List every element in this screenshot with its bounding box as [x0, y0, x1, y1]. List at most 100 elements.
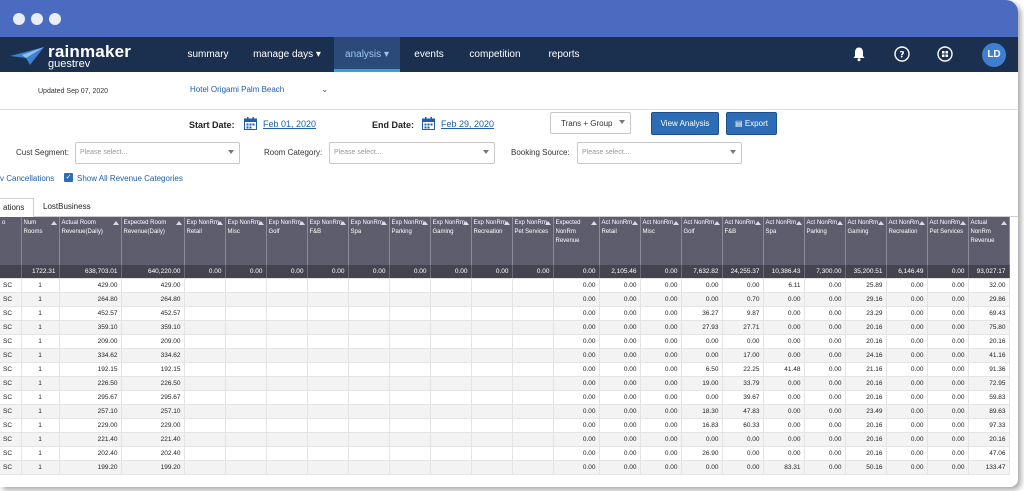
document-icon: ▤ — [735, 119, 743, 128]
sort-caret-icon[interactable] — [631, 221, 638, 225]
table-row[interactable]: SC 1 192.15 192.15 0.00 0.00 0.00 6.50 22.25 41.4… — [0, 362, 1010, 377]
nav-manage-days[interactable]: manage days ▾ — [246, 37, 328, 72]
tabs-row: ations LostBusiness — [0, 196, 1018, 218]
column-header[interactable]: Exp NonRm Misc — [225, 217, 267, 265]
column-header[interactable]: Exp NonRm Retail — [184, 217, 226, 265]
nav-summary[interactable]: summary — [178, 37, 238, 72]
sort-caret-icon[interactable] — [754, 221, 761, 225]
table-row[interactable]: SC 1 202.40 202.40 0.00 0.00 0.00 26.90 0.00 0.00… — [0, 446, 1010, 461]
sort-caret-icon[interactable] — [836, 221, 843, 225]
end-date-value[interactable]: Feb 29, 2020 — [441, 119, 495, 129]
sort-caret-icon[interactable] — [877, 221, 884, 225]
view-analysis-button[interactable]: View Analysis — [651, 112, 719, 135]
column-header[interactable]: Actual NonRm Revenue — [968, 217, 1010, 265]
column-header[interactable]: Exp NonRm Spa — [348, 217, 390, 265]
column-header[interactable]: Act NonRm Misc — [640, 217, 682, 265]
cust-segment-select[interactable]: Please select... — [75, 142, 240, 164]
chevron-down-icon[interactable]: ⌄ — [321, 84, 329, 94]
calendar-icon[interactable] — [244, 117, 257, 130]
column-header[interactable]: Expected Room Revenue(Daily) — [121, 217, 185, 265]
column-header[interactable]: Act NonRm F&B — [722, 217, 764, 265]
sort-caret-icon[interactable] — [50, 221, 57, 225]
sort-caret-icon[interactable] — [544, 221, 551, 225]
sort-caret-icon[interactable] — [672, 221, 679, 225]
table-cell: 295.67 — [59, 390, 122, 405]
tab-reservations[interactable]: ations — [0, 198, 34, 218]
sort-caret-icon[interactable] — [421, 221, 428, 225]
column-header[interactable]: Act NonRm Recreation — [886, 217, 928, 265]
sort-caret-icon[interactable] — [590, 221, 597, 225]
tab-lost-business[interactable]: LostBusiness — [43, 202, 91, 211]
column-header[interactable]: Act NonRm Golf — [681, 217, 723, 265]
room-category-select[interactable]: Please select... — [329, 142, 495, 164]
table-row[interactable]: SC 1 209.00 209.00 0.00 0.00 0.00 0.00 0.00 0.00 0… — [0, 334, 1010, 349]
cancellations-toggle[interactable]: v Cancellations — [0, 174, 55, 183]
window-dot-minimize[interactable] — [31, 13, 43, 25]
column-header[interactable]: Act NonRm Spa — [763, 217, 805, 265]
table-row[interactable]: SC 1 295.67 295.67 0.00 0.00 0.00 0.00 39.67 0.00… — [0, 390, 1010, 405]
sort-caret-icon[interactable] — [257, 221, 264, 225]
nav-competition[interactable]: competition — [458, 37, 532, 72]
sort-caret-icon[interactable] — [959, 221, 966, 225]
column-header[interactable]: Exp NonRm Gaming — [430, 217, 472, 265]
table-cell — [184, 320, 226, 335]
sort-caret-icon[interactable] — [795, 221, 802, 225]
column-header[interactable]: Act NonRm Gaming — [845, 217, 887, 265]
start-date-value[interactable]: Feb 01, 2020 — [263, 119, 317, 129]
table-row[interactable]: SC 1 199.20 199.20 0.00 0.00 0.00 0.00 0.00 83.31… — [0, 460, 1010, 475]
table-cell — [348, 418, 390, 433]
help-icon[interactable]: ? — [894, 46, 910, 62]
table-row[interactable]: SC 1 226.50 226.50 0.00 0.00 0.00 19.00 33.79 0.0… — [0, 376, 1010, 391]
sort-caret-icon[interactable] — [175, 221, 182, 225]
nav-reports[interactable]: reports — [538, 37, 590, 72]
nav-events[interactable]: events — [404, 37, 454, 72]
view-type-select[interactable]: Trans + Group — [550, 112, 631, 134]
column-header[interactable]: Exp NonRm Parking — [389, 217, 431, 265]
table-cell: 16.83 — [681, 418, 723, 433]
table-row[interactable]: SC 1 429.00 429.00 0.00 0.00 0.00 0.00 0.00 6.11 0… — [0, 278, 1010, 293]
sort-caret-icon[interactable] — [503, 221, 510, 225]
sort-caret-icon[interactable] — [339, 221, 346, 225]
column-header[interactable]: Exp NonRm Golf — [266, 217, 308, 265]
column-header[interactable]: Act NonRm Retail — [599, 217, 641, 265]
window-dot-close[interactable] — [13, 13, 25, 25]
sort-caret-icon[interactable] — [298, 221, 305, 225]
app-logo[interactable]: rainmaker guestrev — [10, 42, 131, 70]
sort-caret-icon[interactable] — [112, 221, 119, 225]
sort-caret-icon[interactable] — [918, 221, 925, 225]
table-cell: 0.00 — [553, 348, 600, 363]
table-cell — [307, 292, 349, 307]
table-row[interactable]: SC 1 334.62 334.62 0.00 0.00 0.00 0.00 17.00 0.00… — [0, 348, 1010, 363]
sort-caret-icon[interactable] — [380, 221, 387, 225]
user-avatar[interactable]: LD — [982, 43, 1006, 67]
table-row[interactable]: SC 1 452.57 452.57 0.00 0.00 0.00 36.27 9.87 0.00… — [0, 306, 1010, 321]
window-dot-maximize[interactable] — [49, 13, 61, 25]
show-all-checkbox[interactable]: ✓ — [64, 173, 73, 182]
column-header[interactable]: Exp NonRm Recreation — [471, 217, 513, 265]
calendar-icon[interactable] — [422, 117, 435, 130]
sort-caret-icon[interactable] — [216, 221, 223, 225]
nav-analysis[interactable]: analysis ▾ — [334, 37, 400, 72]
table-row[interactable]: SC 1 264.80 264.80 0.00 0.00 0.00 0.00 0.70 0.00 0… — [0, 292, 1010, 307]
column-header[interactable]: Act NonRm Pet Services — [927, 217, 969, 265]
export-button[interactable]: ▤ Export — [726, 112, 777, 135]
sort-caret-icon[interactable] — [1000, 221, 1007, 225]
column-header-label: Act NonRm Golf — [683, 220, 715, 235]
column-header[interactable]: o — [0, 217, 22, 265]
apps-grid-icon[interactable] — [937, 46, 953, 62]
booking-source-select[interactable]: Please select... — [577, 142, 742, 164]
column-header[interactable]: Exp NonRm F&B — [307, 217, 349, 265]
table-row[interactable]: SC 1 229.00 229.00 0.00 0.00 0.00 16.83 60.33 0.0… — [0, 418, 1010, 433]
table-row[interactable]: SC 1 221.40 221.40 0.00 0.00 0.00 0.00 0.00 0.00 0… — [0, 432, 1010, 447]
hotel-selector[interactable]: Hotel Origami Palm Beach — [190, 85, 285, 94]
table-row[interactable]: SC 1 257.10 257.10 0.00 0.00 0.00 18.30 47.83 0.0… — [0, 404, 1010, 419]
column-header[interactable]: Act NonRm Parking — [804, 217, 846, 265]
column-header[interactable]: Expected NonRm Revenue — [553, 217, 600, 265]
bell-icon[interactable] — [851, 46, 867, 62]
column-header[interactable]: Actual Room Revenue(Daily) — [59, 217, 122, 265]
column-header[interactable]: Num Rooms — [21, 217, 60, 265]
sort-caret-icon[interactable] — [713, 221, 720, 225]
column-header[interactable]: Exp NonRm Pet Services — [512, 217, 554, 265]
sort-caret-icon[interactable] — [462, 221, 469, 225]
table-row[interactable]: SC 1 359.10 359.10 0.00 0.00 0.00 27.93 27.71 0.0… — [0, 320, 1010, 335]
